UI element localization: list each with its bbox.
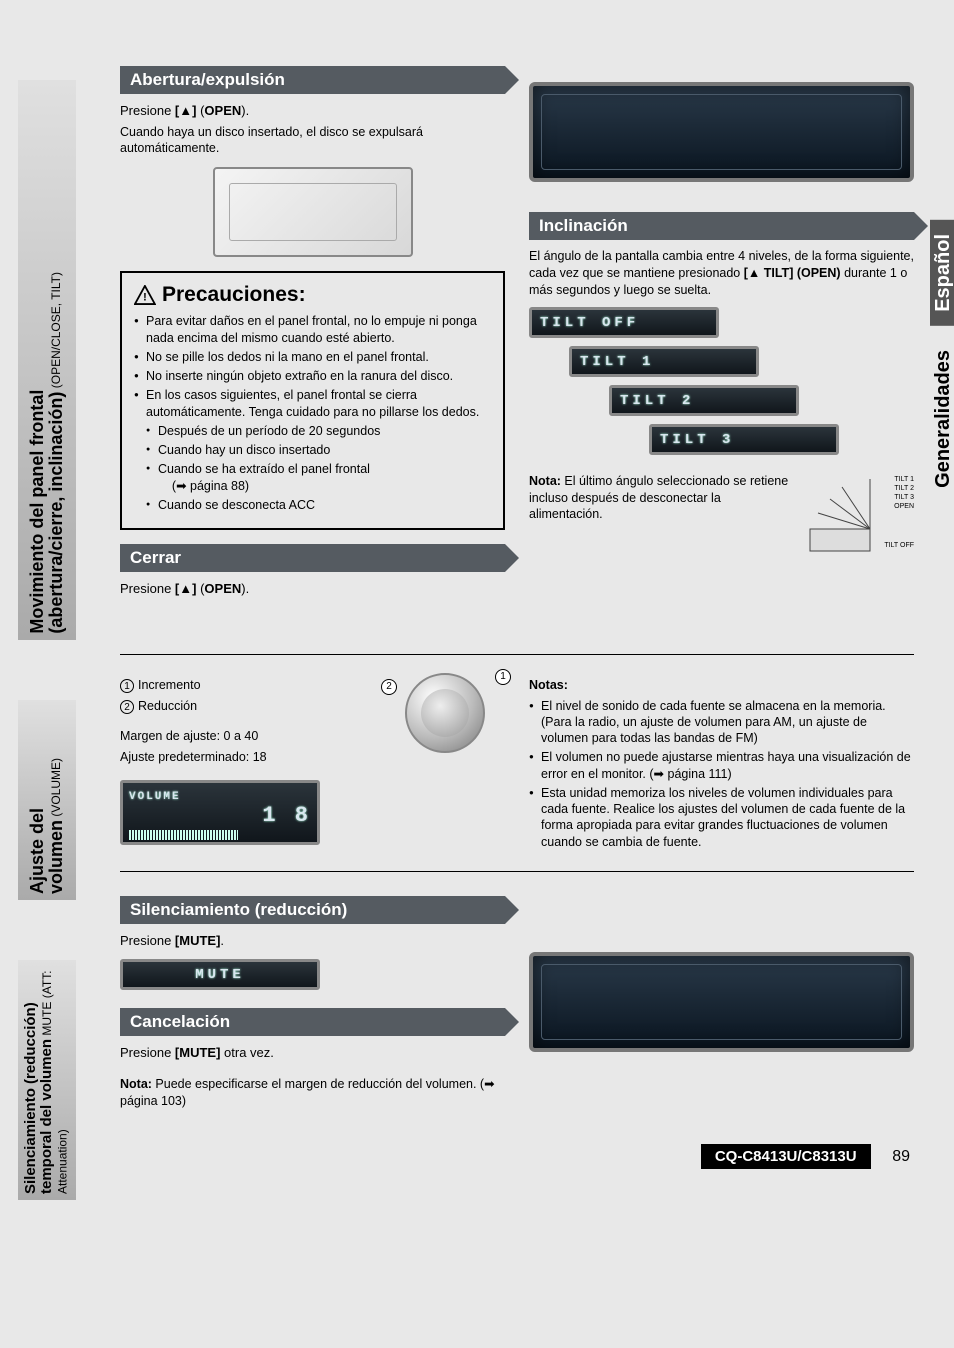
tilt-lcd-stack: TILT OFF TILT 1 TILT 2 TILT 3	[529, 303, 914, 459]
dial-marker-2: 2	[381, 679, 397, 695]
vol-note-3: Esta unidad memoriza los niveles de volu…	[529, 785, 914, 850]
tilt-note-label: Nota:	[529, 474, 561, 488]
page-number: 89	[892, 1148, 910, 1165]
cancel-press-post: otra vez.	[220, 1045, 273, 1060]
mute-press-pre: Presione	[120, 933, 175, 948]
prec-item-4a: Después de un período de 20 segundos	[146, 423, 491, 439]
tilt-note-text: El último ángulo seleccionado se retiene…	[529, 474, 788, 522]
prec-item-2: No se pille los dedos ni la mano en el p…	[134, 349, 491, 365]
volume-lcd: VOLUME 1 8	[120, 780, 320, 845]
heading-cancelacion: Cancelación	[120, 1008, 505, 1036]
precautions-box: ! Precauciones: Para evitar daños en el …	[120, 271, 505, 530]
tilt-label-2: TILT 2	[804, 484, 914, 493]
mute-foot-label: Nota:	[120, 1077, 152, 1091]
lcd-tilt-2-text: TILT 2	[620, 393, 694, 409]
device-photo-bottom	[529, 952, 914, 1052]
open-press-pre: Presione	[120, 103, 175, 118]
page-footer: CQ-C8413U/C8313U 89	[120, 1144, 914, 1169]
side-movement-line1: Movimiento del panel frontal	[27, 390, 47, 634]
vol-note-1: El nivel de sonido de cada fuente se alm…	[529, 698, 914, 747]
heading-inclinacion: Inclinación	[529, 212, 914, 240]
tilt-label-1: TILT 1	[804, 475, 914, 484]
vol-default: Ajuste predeterminado: 18	[120, 749, 369, 766]
right-tabs: Español Generalidades	[930, 220, 954, 512]
mute-press-btn: [MUTE]	[175, 933, 221, 948]
tab-espanol: Español	[930, 220, 954, 326]
vol-incremento: Incremento	[138, 678, 201, 692]
open-desc: Cuando haya un disco insertado, el disco…	[120, 124, 505, 158]
precautions-title: Precauciones:	[162, 283, 306, 307]
prec-item-4b: Cuando hay un disco insertado	[146, 442, 491, 458]
prec-item-4d: Cuando se desconecta ACC	[146, 497, 491, 513]
cancel-press-btn: [MUTE]	[175, 1045, 221, 1060]
vol-note-2: El volumen no puede ajustarse mientras h…	[529, 749, 914, 782]
prec-4c-text: Cuando se ha extraído el panel frontal	[158, 462, 370, 476]
volume-dial: 1 2	[385, 673, 505, 771]
mute-press-post: .	[220, 933, 224, 948]
prec-item-3: No inserte ningún objeto extraño en la r…	[134, 368, 491, 384]
open-press-line: Presione [▲] (OPEN).	[120, 102, 505, 120]
open-press-btn: [▲]	[175, 103, 197, 118]
lcd-tilt-3-text: TILT 3	[660, 432, 734, 448]
heading-silenciamiento: Silenciamiento (reducción)	[120, 896, 505, 924]
lcd-tilt-1-text: TILT 1	[580, 354, 654, 370]
tilt-desc-btn: [▲ TILT] (OPEN)	[744, 266, 841, 280]
prec-item-4: En los casos siguientes, el panel fronta…	[134, 387, 491, 513]
side-vol-line2: volumen	[46, 820, 66, 894]
open-press-open: (OPEN).	[196, 103, 249, 118]
model-number: CQ-C8413U/C8313U	[701, 1144, 871, 1169]
dial-marker-1: 1	[495, 669, 511, 685]
close-press-line: Presione [▲] (OPEN).	[120, 580, 505, 598]
lcd-tilt-2: TILT 2	[609, 385, 799, 416]
mute-lcd: MUTE	[120, 959, 320, 990]
vol-range: Margen de ajuste: 0 a 40	[120, 728, 369, 745]
prec-item-4-text: En los casos siguientes, el panel fronta…	[146, 388, 479, 418]
side-vol-sub: (VOLUME)	[49, 758, 63, 820]
tilt-desc: El ángulo de la pantalla cambia entre 4 …	[529, 248, 914, 299]
heading-cerrar: Cerrar	[120, 544, 505, 572]
close-press-open: (OPEN).	[196, 581, 249, 596]
side-movement-line2: (abertura/cierre, inclinación)	[46, 392, 66, 634]
side-mute-line2: temporal del volumen	[38, 1039, 55, 1194]
tab-generalidades: Generalidades	[930, 336, 954, 502]
circ-1: 1	[120, 679, 134, 693]
prec-item-1: Para evitar daños en el panel frontal, n…	[134, 313, 491, 346]
side-label-movement: Movimiento del panel frontal (abertura/c…	[18, 80, 76, 640]
side-label-mute: Silenciamiento (reducción) temporal del …	[18, 960, 76, 1200]
close-press-pre: Presione	[120, 581, 175, 596]
lcd-tilt-off: TILT OFF	[529, 307, 719, 338]
side-label-volume: Ajuste del volumen (VOLUME)	[18, 700, 76, 900]
vol-notes-label: Notas:	[529, 678, 568, 692]
volume-lcd-label: VOLUME	[129, 791, 181, 803]
cancel-press-pre: Presione	[120, 1045, 175, 1060]
lcd-tilt-3: TILT 3	[649, 424, 839, 455]
warning-icon: !	[134, 285, 156, 305]
mute-lcd-text: MUTE	[195, 967, 245, 983]
circ-2: 2	[120, 700, 134, 714]
lcd-tilt-off-text: TILT OFF	[540, 315, 639, 331]
lcd-tilt-1: TILT 1	[569, 346, 759, 377]
vol-reduccion: Reducción	[138, 699, 197, 713]
device-photo-top	[529, 82, 914, 182]
tilt-note: Nota: El último ángulo seleccionado se r…	[529, 473, 794, 524]
mute-footnote: Nota: Puede especificarse el margen de r…	[120, 1076, 505, 1110]
mute-press-line: Presione [MUTE].	[120, 932, 505, 950]
tilt-label-open: OPEN	[804, 502, 914, 511]
tilt-angle-diagram: TILT 1 TILT 2 TILT 3 OPEN TILT OFF	[804, 469, 914, 636]
volume-bars	[129, 830, 238, 840]
svg-text:!: !	[143, 292, 147, 304]
cancel-press-line: Presione [MUTE] otra vez.	[120, 1044, 505, 1062]
prec-4c-ref: (➡ página 88)	[172, 479, 249, 493]
close-press-btn: [▲]	[175, 581, 197, 596]
panel-line-art	[213, 167, 413, 257]
tilt-label-3: TILT 3	[804, 493, 914, 502]
side-movement-sub: (OPEN/CLOSE, TILT)	[49, 272, 63, 392]
side-vol-line1: Ajuste del	[27, 808, 47, 894]
prec-item-4c: Cuando se ha extraído el panel frontal (…	[146, 461, 491, 494]
heading-abertura: Abertura/expulsión	[120, 66, 505, 94]
volume-lcd-value: 1 8	[129, 803, 311, 828]
mute-foot-text: Puede especificarse el margen de reducci…	[120, 1077, 495, 1108]
tilt-label-off: TILT OFF	[804, 541, 914, 550]
